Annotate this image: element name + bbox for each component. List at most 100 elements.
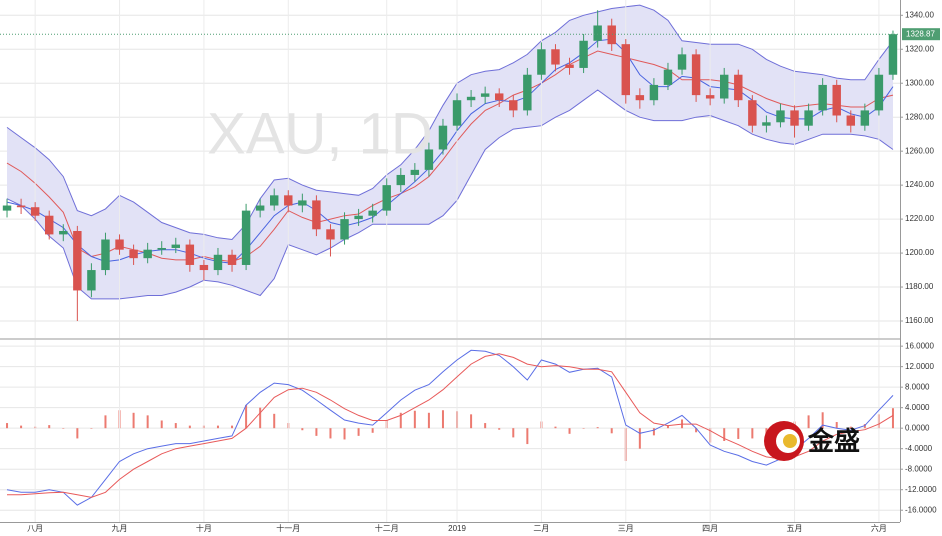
last-price-box	[902, 28, 940, 41]
candle-body	[734, 74, 743, 101]
candle-body	[199, 264, 209, 271]
histogram-bar	[835, 422, 838, 429]
histogram-bar	[413, 410, 416, 429]
y-tick-label: 1220.00	[905, 214, 934, 223]
histogram-bar	[301, 428, 304, 431]
histogram-bar	[371, 428, 374, 433]
histogram-bar	[427, 412, 430, 429]
y-tick-label: -12.0000	[905, 485, 937, 494]
histogram-bar	[484, 423, 487, 429]
candle-body	[59, 230, 68, 235]
histogram-bar	[638, 428, 641, 449]
candle-body	[691, 54, 701, 96]
x-tick-label: 2019	[448, 524, 466, 533]
candle-body	[410, 169, 420, 175]
y-tick-label: 1260.00	[905, 146, 934, 155]
histogram-bar	[526, 428, 529, 445]
candle-body	[790, 110, 799, 126]
histogram-bar	[821, 412, 824, 429]
x-tick-label: 四月	[702, 524, 718, 533]
candle-body	[157, 247, 166, 250]
histogram-bar	[188, 425, 191, 429]
histogram-bar	[160, 420, 163, 429]
candle-body	[495, 93, 504, 101]
x-tick-label: 十一月	[276, 523, 300, 533]
y-tick-label: 1240.00	[905, 180, 934, 189]
candle-body	[354, 215, 363, 220]
histogram-bar	[20, 425, 23, 429]
candle-body	[663, 69, 673, 85]
candle-body	[776, 110, 785, 123]
histogram-bar	[863, 424, 866, 429]
candle-body	[185, 244, 195, 265]
indicator-line	[6, 38, 894, 264]
histogram-bar	[90, 428, 93, 429]
logo-text: 金盛	[807, 426, 860, 456]
y-tick-label: 1300.00	[905, 78, 934, 87]
histogram-bar	[498, 428, 501, 430]
candle-body	[73, 230, 82, 291]
candle-body	[551, 49, 560, 65]
histogram-bar	[146, 415, 149, 429]
y-tick-label: 1160.00	[905, 316, 934, 325]
x-tick-label: 六月	[871, 523, 887, 533]
candle-body	[241, 210, 251, 265]
candle-body	[326, 229, 335, 240]
indicator-line	[6, 4, 894, 241]
indicator-line	[6, 89, 894, 300]
macd-line	[7, 353, 894, 498]
candle-body	[635, 95, 645, 101]
candle-body	[480, 93, 490, 97]
candle-body	[312, 200, 321, 230]
candle-body	[382, 185, 391, 211]
histogram-bar	[807, 415, 810, 429]
candle-body	[705, 95, 715, 99]
x-tick-label: 五月	[787, 524, 803, 533]
x-tick-label: 十二月	[375, 523, 399, 533]
candle-body	[143, 249, 152, 259]
candle-body	[2, 205, 12, 211]
candle-body	[607, 25, 616, 45]
histogram-bar	[315, 428, 318, 436]
y-tick-label: 0.0000	[905, 423, 930, 432]
macd-line	[6, 349, 894, 506]
histogram-bar	[216, 425, 219, 429]
candle-body	[818, 84, 827, 111]
candle-body	[396, 174, 405, 186]
candle-body	[565, 64, 574, 68]
y-tick-label: 1340.00	[905, 10, 934, 19]
candle-body	[438, 125, 448, 150]
histogram-bar	[357, 428, 360, 436]
y-tick-label: 1320.00	[905, 44, 934, 53]
x-tick-label: 二月	[533, 524, 549, 533]
candle-body	[593, 25, 602, 41]
candle-body	[270, 195, 279, 206]
y-tick-label: 12.0000	[905, 362, 934, 371]
x-tick-label: 三月	[618, 524, 634, 533]
histogram-bar	[652, 428, 655, 436]
candle-body	[748, 100, 757, 126]
candle-body	[762, 122, 771, 126]
histogram-bar	[737, 428, 740, 439]
histogram-bar	[596, 427, 599, 429]
x-tick-label: 十月	[196, 523, 212, 533]
candle-body	[284, 195, 293, 206]
candle-body	[115, 239, 124, 250]
watermark: XAU, 1D	[207, 101, 433, 166]
histogram-bar	[441, 410, 444, 429]
candle-body	[30, 207, 40, 216]
candle-body	[579, 40, 588, 68]
candle-body	[129, 249, 138, 259]
candle-body	[860, 110, 870, 126]
candle-body	[101, 239, 110, 271]
histogram-bar	[62, 428, 65, 429]
histogram-bar	[399, 412, 402, 429]
histogram-bar	[610, 428, 613, 434]
candle-body	[804, 110, 813, 126]
logo: 金盛	[764, 421, 860, 461]
candle-body	[874, 74, 884, 111]
histogram-bar	[273, 413, 276, 429]
candle-body	[832, 84, 841, 116]
